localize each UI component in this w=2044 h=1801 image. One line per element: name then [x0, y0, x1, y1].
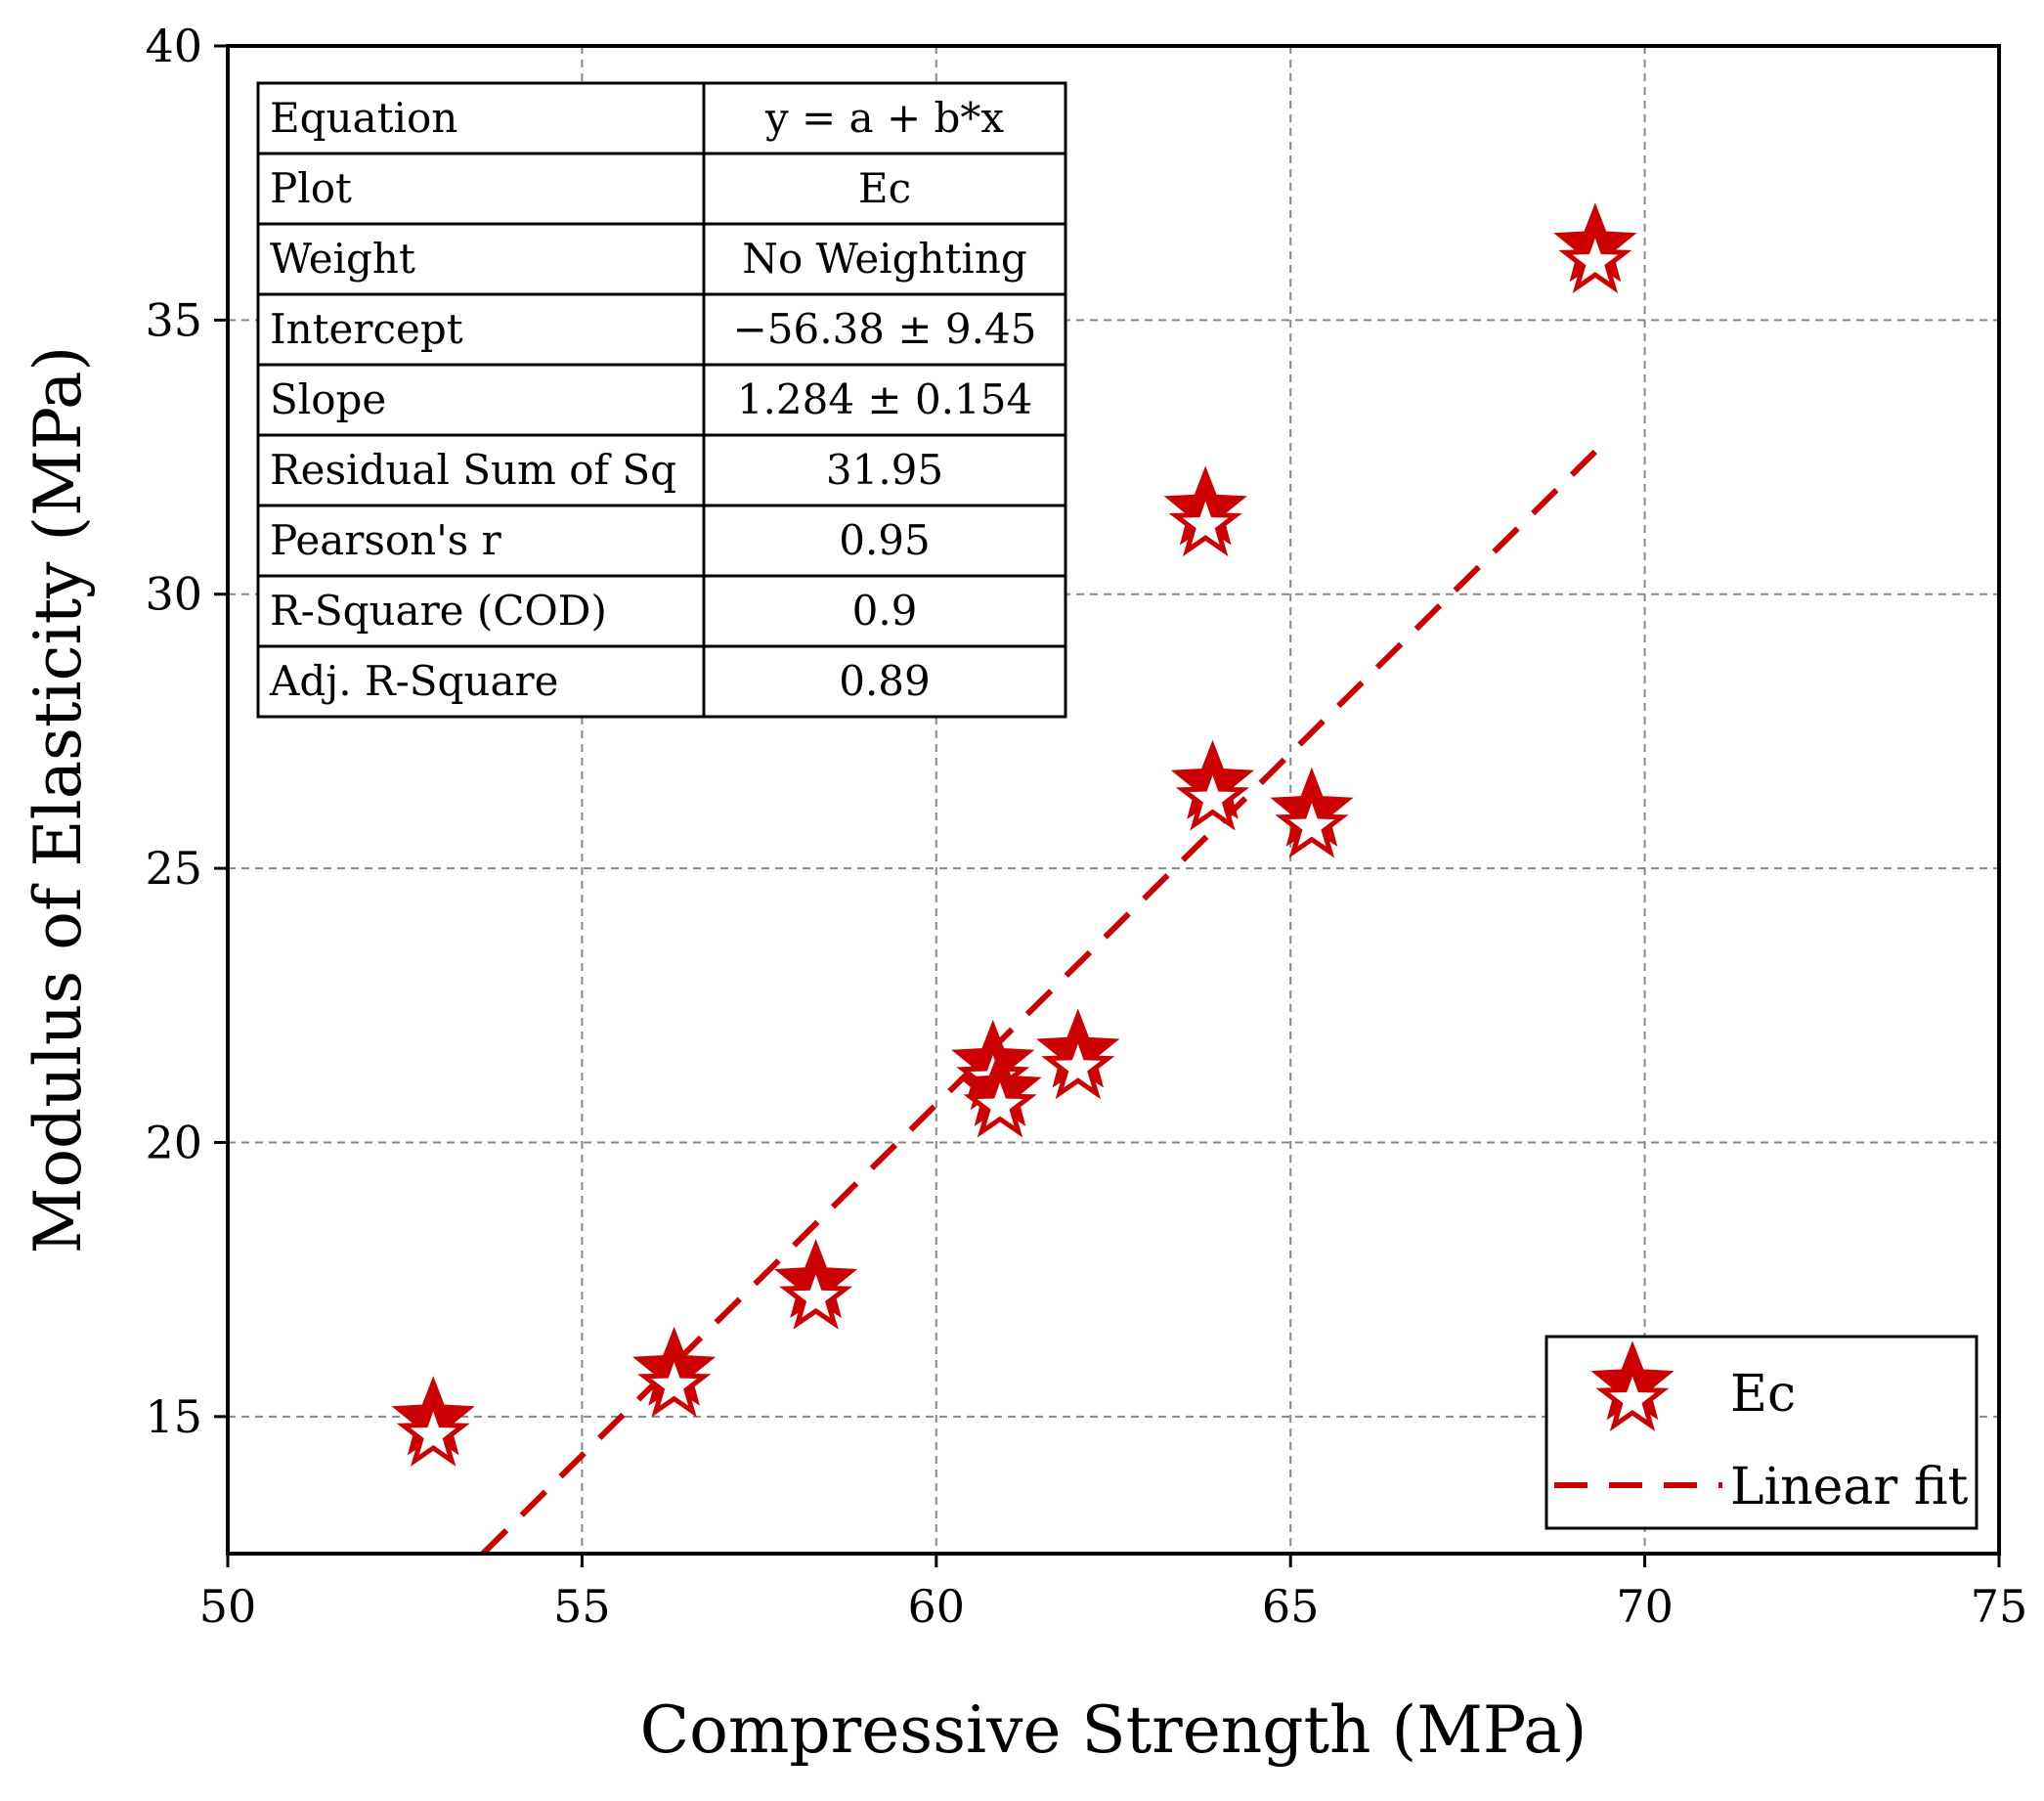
x-tick-label: 55	[553, 1580, 611, 1633]
legend-label-fit: Linear fit	[1730, 1458, 1968, 1516]
linear-fit-line	[480, 449, 1597, 1557]
x-tick-label: 70	[1616, 1580, 1674, 1633]
y-tick-label: 30	[145, 568, 202, 621]
data-point	[773, 1239, 858, 1330]
legend-star-symbol	[1590, 1340, 1674, 1431]
stats-label: R-Square (COD)	[270, 587, 607, 635]
x-tick-label: 50	[199, 1580, 257, 1633]
stats-label: Residual Sum of Sq	[270, 446, 676, 494]
stats-value: 0.89	[839, 657, 931, 705]
x-tick-label: 75	[1971, 1580, 2028, 1633]
stats-table-border	[256, 81, 1067, 719]
data-point-open-star	[963, 1068, 1037, 1138]
data-point-open-star	[1275, 788, 1349, 858]
y-axis-title: Modulus of Elasticity (MPa)	[21, 346, 96, 1254]
stats-value: −56.38 ± 9.45	[733, 305, 1037, 353]
stats-value: Ec	[858, 164, 911, 212]
data-point	[632, 1326, 717, 1418]
stats-value: 31.95	[826, 446, 943, 494]
stats-label: Adj. R-Square	[269, 657, 558, 705]
stats-label: Equation	[270, 94, 457, 142]
stats-value: No Weighting	[742, 235, 1027, 283]
y-tick-label: 20	[145, 1116, 202, 1168]
data-point-open-star	[1168, 486, 1242, 557]
fit-statistics-table: Equation y = a + b*x Plot Ec Weight No Weight…	[256, 81, 1067, 719]
y-tick-label: 40	[145, 20, 202, 72]
data-point-open-star	[779, 1259, 853, 1330]
y-tick-label: 25	[145, 842, 202, 895]
data-point-open-star	[396, 1396, 470, 1467]
y-tick-label: 15	[145, 1390, 202, 1443]
stats-value: 0.95	[839, 516, 931, 564]
data-point	[1036, 1008, 1120, 1100]
data-point	[1163, 465, 1247, 557]
stats-value: y = a + b*x	[764, 94, 1004, 142]
plot-frame	[226, 44, 2001, 1556]
data-point-open-star	[1041, 1029, 1115, 1100]
x-axis-title: Compressive Strength (MPa)	[640, 1692, 1587, 1768]
stats-label: Slope	[270, 375, 386, 423]
legend-star-symbol-open-star	[1595, 1361, 1670, 1431]
axis-ticks: 50 55 60 65 70 75 15 20 25 30 35 40	[145, 20, 2027, 1633]
data-point	[1170, 739, 1255, 831]
stats-value: 0.9	[852, 587, 918, 635]
stats-label: Weight	[270, 235, 415, 283]
y-tick-label: 35	[145, 293, 202, 346]
stats-label: Plot	[270, 164, 352, 212]
legend: Ec Linear fit	[1544, 1335, 1979, 1530]
data-point-open-star	[637, 1347, 712, 1418]
stats-label: Pearson's r	[270, 516, 502, 564]
x-tick-label: 65	[1262, 1580, 1320, 1633]
data-point-open-star	[1175, 761, 1250, 831]
data-point	[1553, 202, 1637, 294]
stats-value: 1.284 ± 0.154	[737, 375, 1032, 423]
data-point-open-star	[1558, 223, 1632, 294]
data-points	[391, 202, 1637, 1467]
stats-label: Intercept	[270, 305, 463, 353]
data-point	[391, 1376, 475, 1467]
fit-line-layer	[480, 449, 1597, 1557]
legend-label-ec: Ec	[1730, 1365, 1796, 1424]
data-point	[1270, 767, 1354, 858]
x-tick-label: 60	[908, 1580, 966, 1633]
legend-box	[1544, 1335, 1979, 1530]
data-point	[958, 1046, 1042, 1138]
